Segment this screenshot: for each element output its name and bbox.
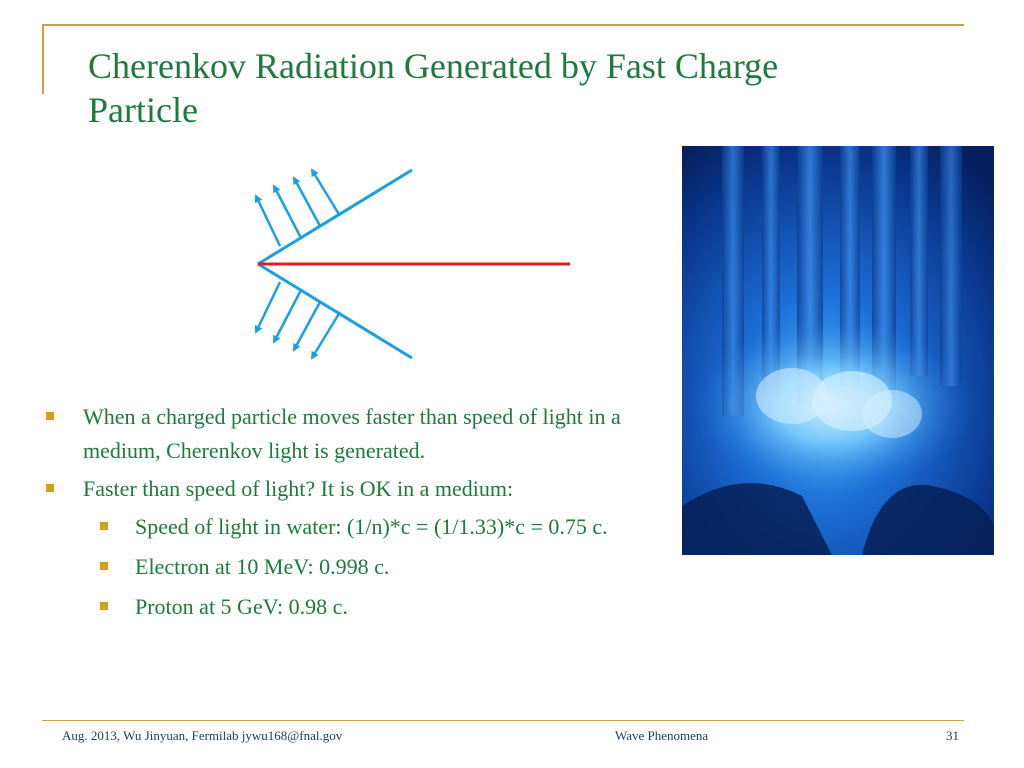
slide-title: Cherenkov Radiation Generated by Fast Ch… (88, 46, 779, 130)
reactor-core-photo (682, 146, 994, 555)
emission-arrow (254, 281, 282, 334)
cherenkov-cone-diagram (254, 168, 570, 360)
page-number: 31 (946, 728, 959, 743)
sub-bullet-text: Electron at 10 MeV: 0.998 c. (135, 554, 390, 579)
footer-course: Wave Phenomena (615, 728, 709, 743)
sub-bullet-text: Speed of light in water: (1/n)*c = (1/1.… (135, 514, 608, 539)
frame-left-line (42, 24, 44, 94)
sub-bullet-marker (100, 522, 108, 530)
emission-arrow (292, 301, 322, 352)
emission-arrow (272, 184, 303, 239)
sub-bullet-marker (100, 602, 108, 610)
frame-top-line (42, 24, 964, 26)
emission-arrow (292, 176, 322, 227)
sub-bullet-marker (100, 562, 108, 570)
emission-arrow (254, 194, 282, 247)
bullet-item: Faster than speed of light? It is OK in … (40, 472, 660, 506)
bullet-marker (46, 412, 54, 420)
wavefront-upper-line (257, 168, 413, 266)
emission-arrow (272, 289, 303, 344)
emission-arrow (310, 168, 342, 217)
bullet-item: When a charged particle moves faster tha… (40, 400, 660, 468)
sub-bullet-item: Electron at 10 MeV: 0.998 c. (40, 550, 660, 584)
sub-bullet-item: Speed of light in water: (1/n)*c = (1/1.… (40, 510, 660, 544)
footer-author: Aug. 2013, Wu Jinyuan, Fermilab jywu168@… (62, 728, 343, 743)
bullet-list: When a charged particle moves faster tha… (40, 400, 660, 630)
bullet-text: When a charged particle moves faster tha… (83, 404, 621, 463)
bullet-text: Faster than speed of light? It is OK in … (83, 476, 514, 501)
wavefront-lower-line (257, 262, 413, 360)
emission-arrow (310, 311, 342, 360)
footer-divider (42, 720, 964, 721)
bullet-marker (46, 484, 54, 492)
sub-bullet-text: Proton at 5 GeV: 0.98 c. (135, 594, 348, 619)
sub-bullet-item: Proton at 5 GeV: 0.98 c. (40, 590, 660, 624)
